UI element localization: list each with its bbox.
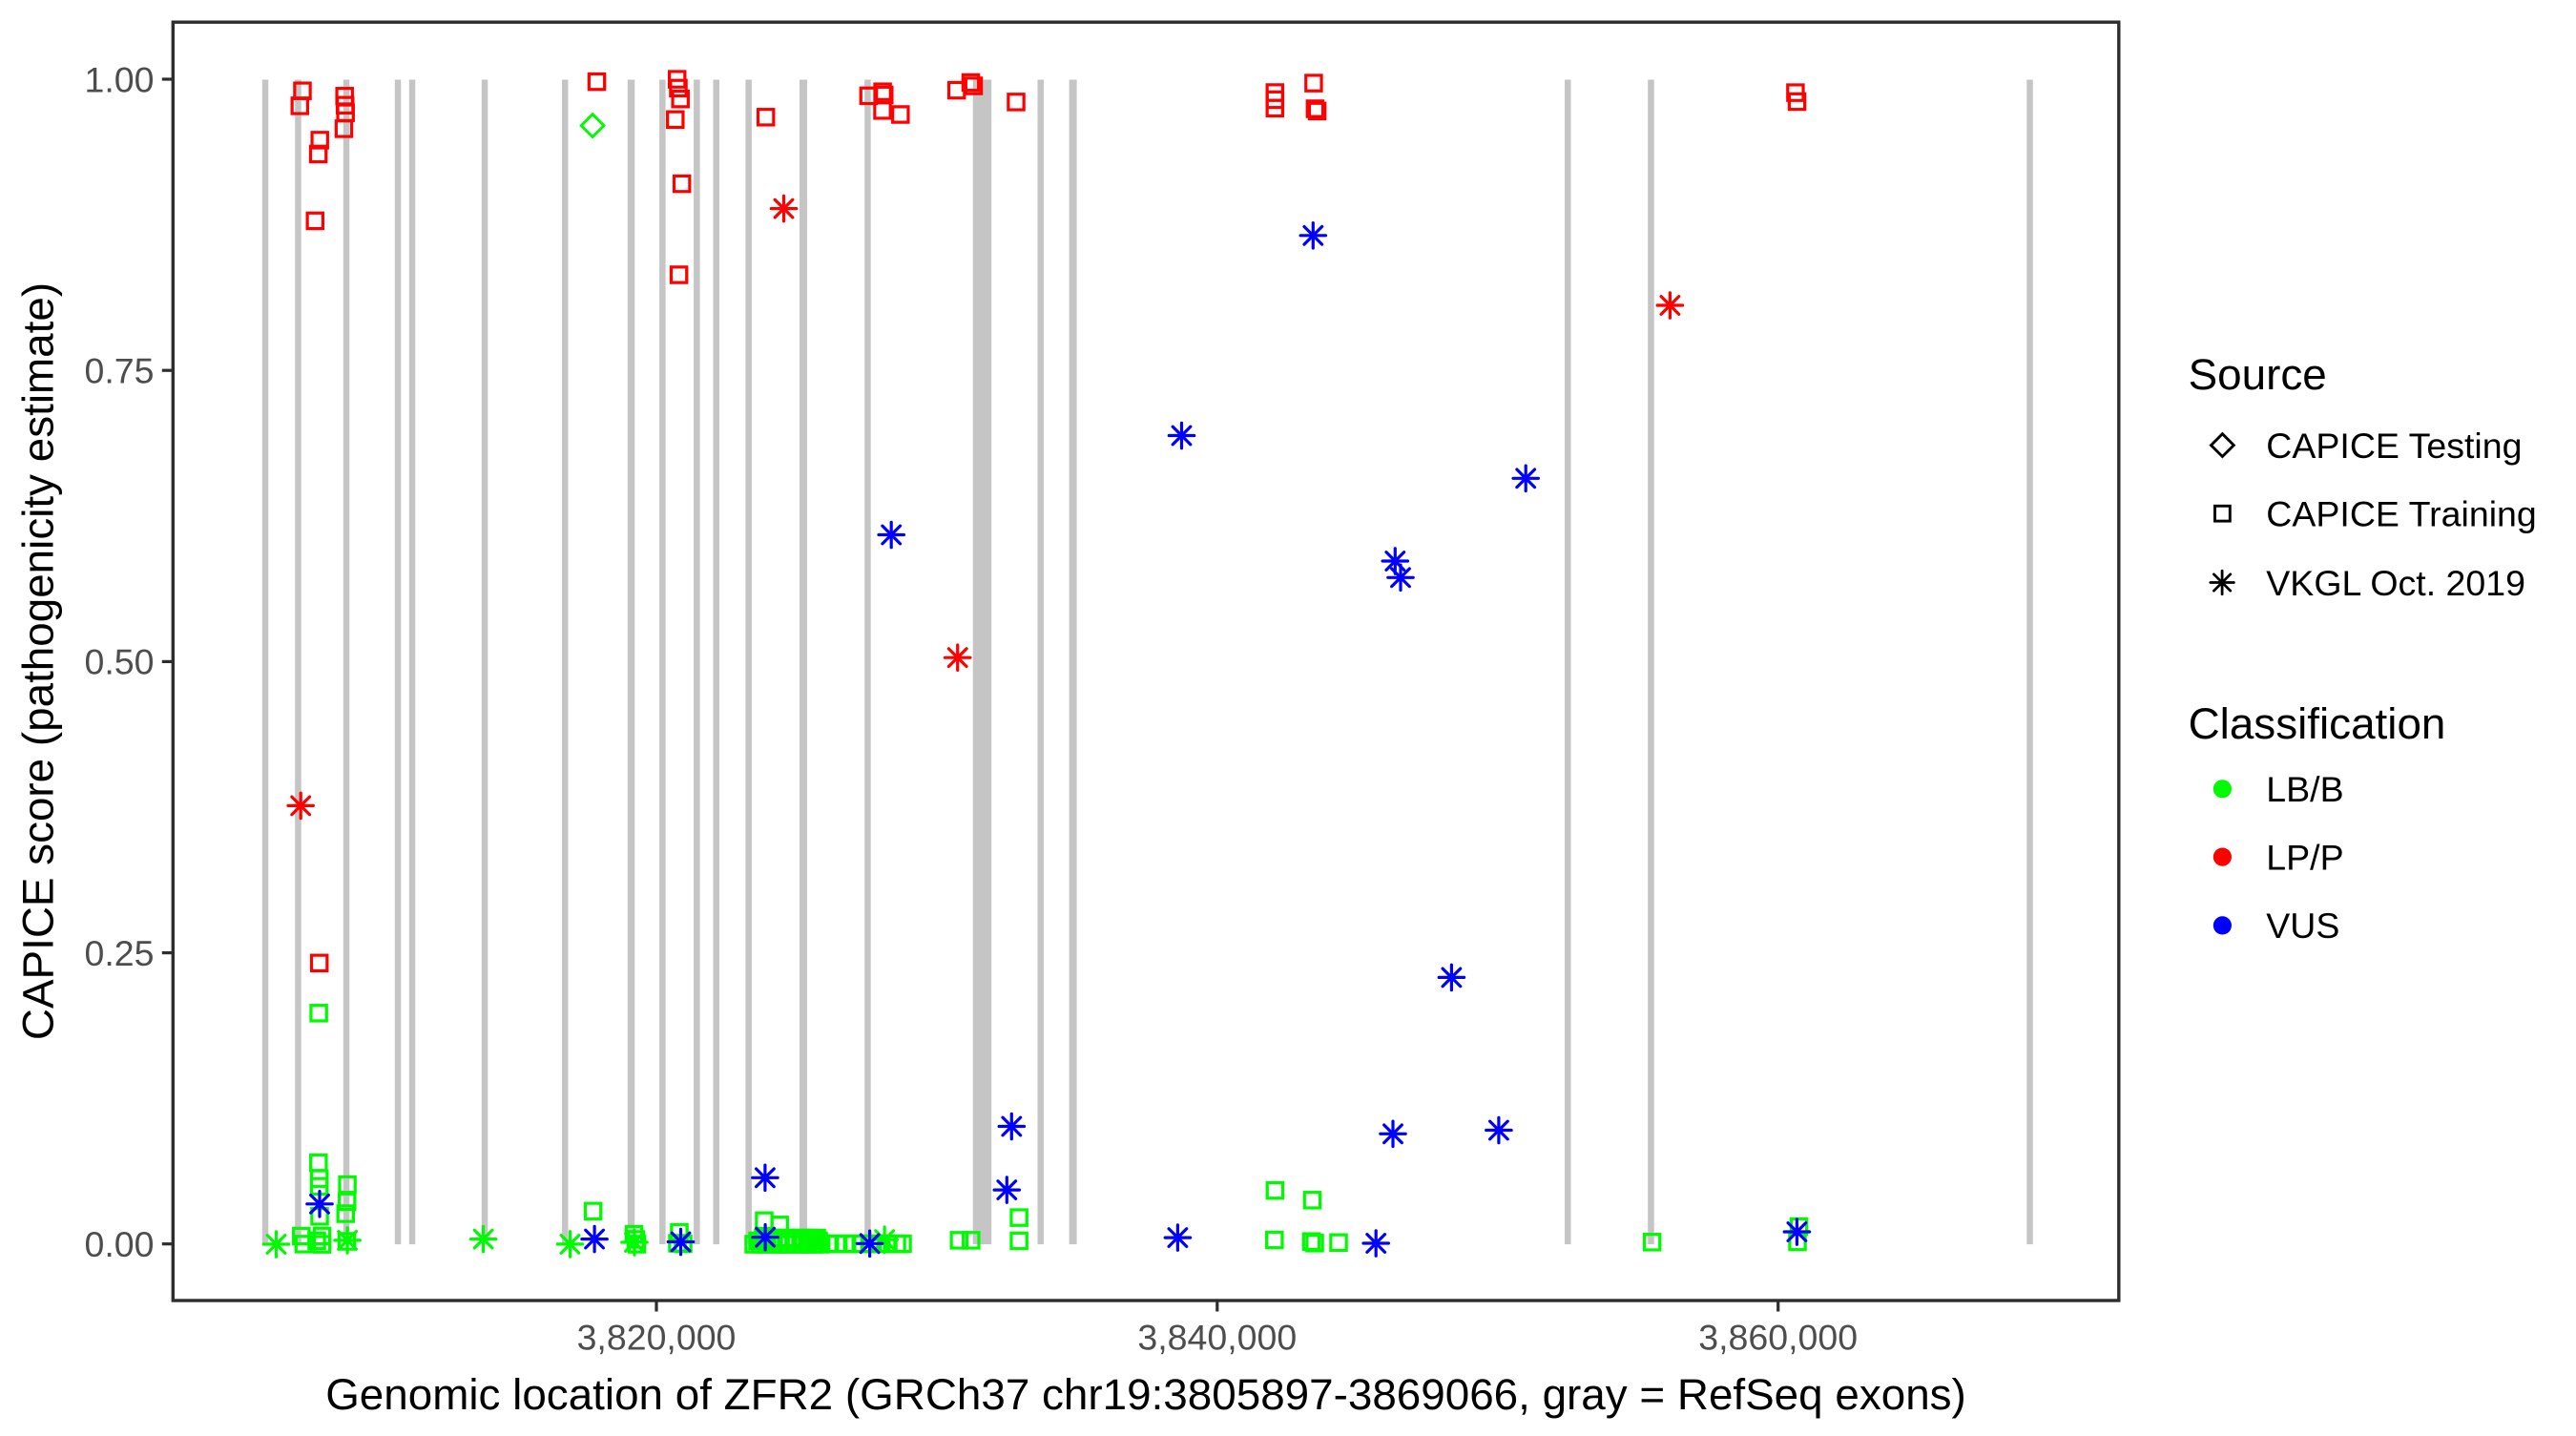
svg-text:CAPICE Testing: CAPICE Testing xyxy=(2266,426,2522,466)
svg-text:0.50: 0.50 xyxy=(85,642,155,682)
svg-text:0.25: 0.25 xyxy=(85,933,155,973)
svg-text:3,840,000: 3,840,000 xyxy=(1137,1318,1297,1358)
svg-text:CAPICE score (pathogenicity es: CAPICE score (pathogenicity estimate) xyxy=(14,282,63,1040)
svg-text:LB/B: LB/B xyxy=(2266,769,2343,809)
svg-text:VKGL Oct. 2019: VKGL Oct. 2019 xyxy=(2266,563,2525,603)
svg-text:Classification: Classification xyxy=(2189,699,2446,748)
svg-text:Genomic location of ZFR2 (GRCh: Genomic location of ZFR2 (GRCh37 chr19:3… xyxy=(325,1370,1966,1419)
svg-text:3,860,000: 3,860,000 xyxy=(1698,1318,1858,1358)
svg-text:0.75: 0.75 xyxy=(85,351,155,391)
svg-text:0.00: 0.00 xyxy=(85,1224,155,1264)
svg-text:LP/P: LP/P xyxy=(2266,837,2343,877)
svg-text:VUS: VUS xyxy=(2266,905,2339,946)
svg-text:CAPICE Training: CAPICE Training xyxy=(2266,494,2536,534)
svg-text:Source: Source xyxy=(2189,350,2327,399)
svg-text:1.00: 1.00 xyxy=(85,59,155,99)
svg-text:3,820,000: 3,820,000 xyxy=(577,1318,737,1358)
